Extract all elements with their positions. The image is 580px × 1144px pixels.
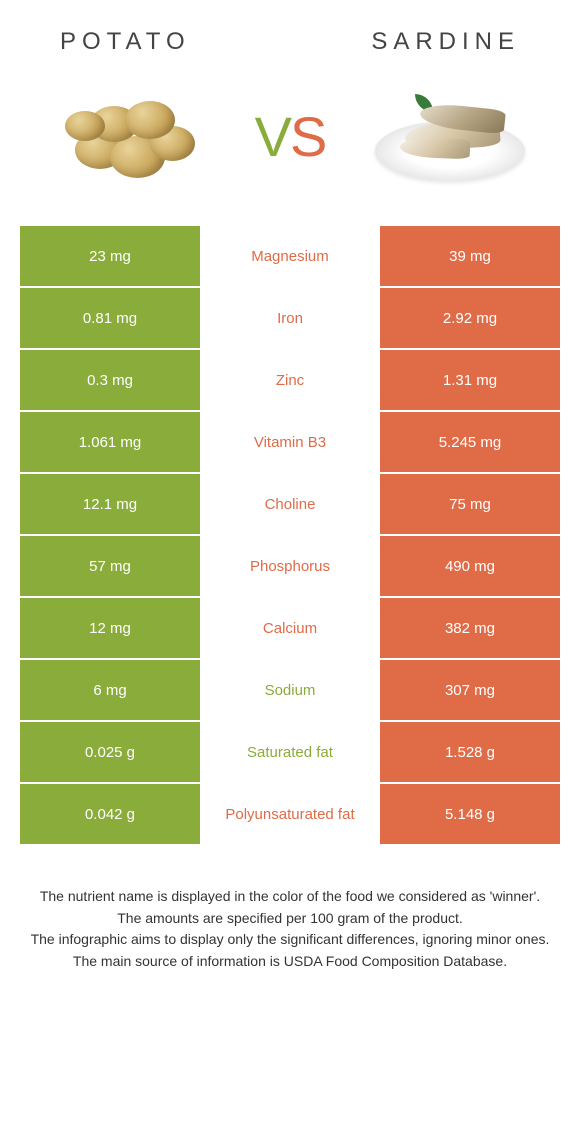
right-value: 5.245 mg (380, 412, 560, 472)
left-value: 0.3 mg (20, 350, 200, 410)
left-value: 12.1 mg (20, 474, 200, 534)
left-value: 6 mg (20, 660, 200, 720)
nutrient-label: Saturated fat (200, 722, 380, 782)
table-row: 0.81 mgIron2.92 mg (20, 288, 560, 348)
right-food-title: Sardine (371, 28, 520, 56)
nutrient-label: Iron (200, 288, 380, 348)
right-value: 490 mg (380, 536, 560, 596)
nutrient-label: Vitamin B3 (200, 412, 380, 472)
right-value: 5.148 g (380, 784, 560, 844)
table-row: 1.061 mgVitamin B35.245 mg (20, 412, 560, 472)
left-value: 57 mg (20, 536, 200, 596)
nutrient-label: Phosphorus (200, 536, 380, 596)
left-value: 12 mg (20, 598, 200, 658)
nutrient-label: Choline (200, 474, 380, 534)
footer-line-3: The infographic aims to display only the… (30, 929, 550, 951)
right-value: 2.92 mg (380, 288, 560, 348)
right-value: 39 mg (380, 226, 560, 286)
table-row: 0.025 gSaturated fat1.528 g (20, 722, 560, 782)
footer-line-4: The main source of information is USDA F… (30, 951, 550, 973)
right-value: 307 mg (380, 660, 560, 720)
nutrient-label: Sodium (200, 660, 380, 720)
vs-label: VS (255, 104, 326, 169)
vs-s: S (290, 105, 325, 168)
hero-section: VS (0, 66, 580, 226)
nutrient-label: Magnesium (200, 226, 380, 286)
header: Potato Sardine (0, 0, 580, 66)
sardine-image (375, 76, 525, 196)
right-value: 1.31 mg (380, 350, 560, 410)
nutrient-label: Polyunsaturated fat (200, 784, 380, 844)
left-value: 0.042 g (20, 784, 200, 844)
vs-v: V (255, 105, 290, 168)
footer-line-1: The nutrient name is displayed in the co… (30, 886, 550, 908)
table-row: 57 mgPhosphorus490 mg (20, 536, 560, 596)
nutrient-table: 23 mgMagnesium39 mg0.81 mgIron2.92 mg0.3… (20, 226, 560, 844)
left-value: 0.025 g (20, 722, 200, 782)
table-row: 0.3 mgZinc1.31 mg (20, 350, 560, 410)
table-row: 0.042 gPolyunsaturated fat5.148 g (20, 784, 560, 844)
left-value: 1.061 mg (20, 412, 200, 472)
table-row: 6 mgSodium307 mg (20, 660, 560, 720)
table-row: 23 mgMagnesium39 mg (20, 226, 560, 286)
nutrient-label: Zinc (200, 350, 380, 410)
left-value: 23 mg (20, 226, 200, 286)
footer-notes: The nutrient name is displayed in the co… (0, 846, 580, 973)
potato-image (55, 76, 205, 196)
right-value: 75 mg (380, 474, 560, 534)
left-value: 0.81 mg (20, 288, 200, 348)
table-row: 12 mgCalcium382 mg (20, 598, 560, 658)
table-row: 12.1 mgCholine75 mg (20, 474, 560, 534)
nutrient-label: Calcium (200, 598, 380, 658)
right-value: 382 mg (380, 598, 560, 658)
footer-line-2: The amounts are specified per 100 gram o… (30, 908, 550, 930)
right-value: 1.528 g (380, 722, 560, 782)
left-food-title: Potato (60, 28, 191, 56)
